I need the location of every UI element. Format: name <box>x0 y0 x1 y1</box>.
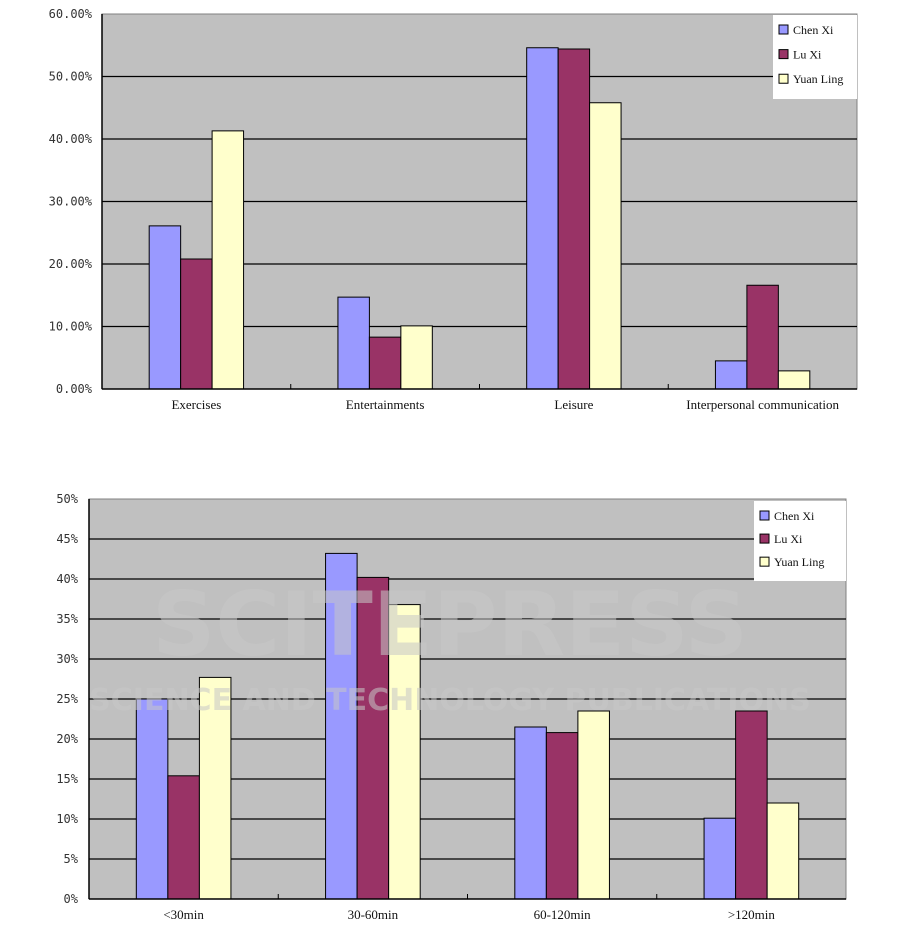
bar-lu-xi <box>167 775 200 900</box>
bar-lu-xi <box>557 48 591 390</box>
bar-yuan-ling <box>777 370 811 390</box>
bar-yuan-ling <box>198 676 232 900</box>
bar-yuan-ling <box>766 802 800 900</box>
x-category-label: Exercises <box>171 397 221 412</box>
y-tick-label: 40% <box>56 572 78 586</box>
x-category-label: Entertainments <box>346 397 425 412</box>
bar-lu-xi <box>180 258 213 390</box>
y-tick-label: 35% <box>56 612 78 626</box>
bar-yuan-ling <box>388 604 421 900</box>
y-tick-label: 30.00% <box>49 195 93 209</box>
bar-lu-xi <box>545 732 579 900</box>
watermark: SCITEPRESS SCIENCE AND TECHNOLOGY PUBLIC… <box>89 573 811 718</box>
chart-duration: 0% 5% 10% 15% 20% 25% 30% 35% 40% 45% 50% <30min 30-… <box>56 492 847 922</box>
y-tick-label: 45% <box>56 532 78 546</box>
chart-activity-types: 0.00% 10.00% 20.00% 30.00% 40.00% 50.00% 60.00… <box>49 7 858 412</box>
bar-chen-xi <box>514 726 547 900</box>
y-tick-label: 5% <box>64 852 79 866</box>
bar-yuan-ling <box>589 102 622 390</box>
y-tick-label: 50.00% <box>49 70 93 84</box>
legend-label: Chen Xi <box>793 23 834 37</box>
legend-label: Lu Xi <box>774 532 803 546</box>
bar-lu-xi <box>735 710 768 900</box>
y-tick-label: 20.00% <box>49 257 93 271</box>
watermark-title: SCITEPRESS <box>152 573 748 676</box>
legend: Chen Xi Lu Xi Yuan Ling <box>754 501 846 581</box>
x-category-label: <30min <box>163 907 204 922</box>
x-category-label: >120min <box>728 907 776 922</box>
x-category-label: Interpersonal communication <box>686 397 839 412</box>
bar-yuan-ling <box>211 130 245 390</box>
legend-label: Yuan Ling <box>774 555 824 569</box>
x-category-label: 30-60min <box>348 907 399 922</box>
x-category-label: Leisure <box>554 397 593 412</box>
legend-swatch <box>778 73 789 84</box>
bar-chen-xi <box>703 817 737 900</box>
legend-label: Chen Xi <box>774 509 815 523</box>
y-tick-label: 40.00% <box>49 132 93 146</box>
bar-chen-xi <box>714 360 748 390</box>
legend-swatch <box>759 510 770 521</box>
legend-swatch <box>778 24 789 35</box>
y-tick-label: 15% <box>56 772 78 786</box>
bar-chen-xi <box>337 296 370 390</box>
bar-lu-xi <box>368 336 402 390</box>
bar-yuan-ling <box>577 710 610 900</box>
legend: Chen Xi Lu Xi Yuan Ling <box>773 15 857 99</box>
bar-chen-xi <box>135 698 169 900</box>
y-tick-label: 0.00% <box>56 382 93 396</box>
bar-chen-xi <box>148 225 182 390</box>
y-tick-label: 30% <box>56 652 78 666</box>
legend-label: Lu Xi <box>793 48 822 62</box>
y-tick-label: 60.00% <box>49 7 93 21</box>
y-tick-label: 10% <box>56 812 78 826</box>
bar-chen-xi <box>526 47 559 390</box>
y-tick-label: 50% <box>56 492 78 506</box>
x-category-label: 60-120min <box>534 907 592 922</box>
bar-lu-xi <box>746 284 779 390</box>
bar-yuan-ling <box>400 325 433 390</box>
y-tick-label: 10.00% <box>49 320 93 334</box>
y-tick-label: 25% <box>56 692 78 706</box>
legend-swatch <box>759 556 770 567</box>
legend-label: Yuan Ling <box>793 72 843 86</box>
y-tick-label: 0% <box>64 892 79 906</box>
legend-swatch <box>759 533 770 544</box>
legend-swatch <box>778 49 789 60</box>
y-tick-label: 20% <box>56 732 78 746</box>
watermark-subtitle: SCIENCE AND TECHNOLOGY PUBLICATIONS <box>89 683 811 718</box>
